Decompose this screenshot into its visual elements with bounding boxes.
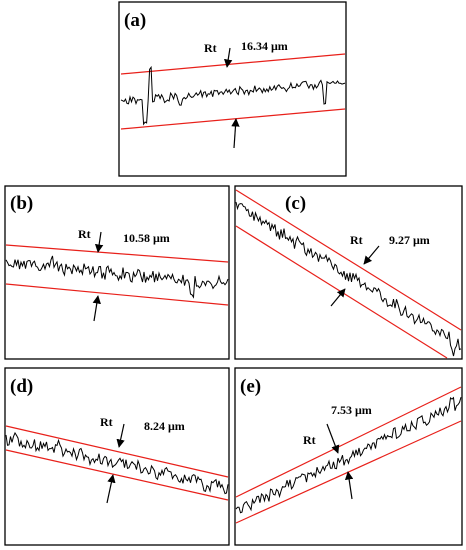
panel-e-value: 7.53 μm [331, 403, 372, 417]
panel-c-lower-arrow [330, 288, 346, 307]
panel-d-value: 8.24 μm [144, 419, 185, 433]
panel-c: (c) Rt 9.27 μm [234, 185, 463, 360]
panel-e: (e) Rt 7.53 μm [234, 367, 463, 546]
panel-b-frame [4, 185, 230, 360]
panel-a-rt-label: Rt [204, 41, 217, 55]
panel-a-profile [120, 65, 346, 126]
panel-e-frame [234, 367, 463, 546]
panel-b-rt-label: Rt [78, 227, 91, 241]
panel-b: (b) Rt 10.58 μm [4, 185, 230, 360]
panel-c-rt-label: Rt [350, 233, 363, 247]
panel-b-profile [5, 255, 229, 299]
panel-a-lower-arrow [231, 118, 240, 149]
panel-e-label: (e) [240, 376, 261, 397]
panel-e-rt-label: Rt [303, 433, 316, 447]
panel-e-upper-envelope [235, 386, 462, 498]
panel-e-lower-arrow [344, 471, 354, 500]
panel-a-upper-arrow [224, 47, 233, 68]
panel-c-value: 9.27 μm [389, 233, 430, 247]
panel-b-lower-envelope [5, 283, 229, 306]
panel-d-upper-envelope [5, 425, 229, 478]
panel-b-label: (b) [10, 193, 33, 214]
panel-c-label: (c) [285, 193, 306, 214]
panel-d-lower-arrow [106, 474, 116, 504]
panel-d: (d) Rt 8.24 μm [4, 367, 230, 546]
panel-e-profile [235, 396, 462, 514]
panel-a-value: 16.34 μm [241, 39, 288, 53]
panel-d-label: (d) [10, 376, 33, 397]
panel-d-upper-arrow [116, 423, 125, 448]
panel-a-lower-envelope [120, 108, 346, 130]
panel-a-upper-envelope [120, 53, 346, 75]
panel-c-upper-arrow [363, 245, 380, 265]
panel-b-upper-envelope [5, 244, 229, 263]
panel-d-profile [5, 431, 229, 495]
panel-d-frame [4, 367, 230, 546]
panel-d-rt-label: Rt [100, 415, 113, 429]
panel-b-value: 10.58 μm [123, 231, 170, 245]
panel-d-lower-envelope [5, 449, 229, 501]
panel-b-upper-arrow [94, 231, 104, 253]
panel-c-frame [234, 185, 463, 360]
panel-c-upper-envelope [235, 189, 462, 331]
panel-e-upper-arrow [326, 423, 340, 454]
panel-b-lower-arrow [92, 295, 101, 322]
panel-a-label: (a) [124, 10, 146, 31]
panel-c-profile [235, 201, 462, 357]
panel-a-frame [118, 1, 347, 177]
panel-a: (a) Rt 16.34 μm [118, 1, 347, 177]
